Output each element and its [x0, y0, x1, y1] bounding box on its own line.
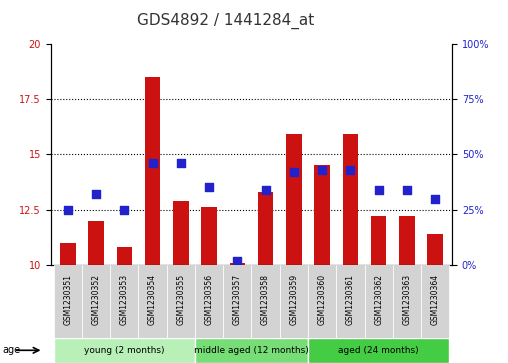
- Point: [64, 207, 72, 212]
- Text: middle aged (12 months): middle aged (12 months): [194, 346, 309, 355]
- Bar: [308, 265, 336, 338]
- Bar: [314, 165, 330, 265]
- Bar: [110, 265, 138, 338]
- Point: [205, 184, 213, 190]
- Bar: [308, 338, 449, 363]
- Point: [120, 207, 129, 212]
- Text: GSM1230355: GSM1230355: [176, 274, 185, 325]
- Bar: [371, 216, 387, 265]
- Point: [403, 187, 411, 193]
- Point: [346, 167, 355, 173]
- Point: [177, 160, 185, 166]
- Bar: [82, 265, 110, 338]
- Bar: [251, 265, 280, 338]
- Text: GSM1230358: GSM1230358: [261, 274, 270, 325]
- Text: young (2 months): young (2 months): [84, 346, 165, 355]
- Bar: [223, 265, 251, 338]
- Bar: [230, 263, 245, 265]
- Bar: [88, 221, 104, 265]
- Point: [318, 167, 326, 173]
- Bar: [342, 134, 358, 265]
- Bar: [54, 265, 82, 338]
- Point: [233, 258, 241, 264]
- Bar: [167, 265, 195, 338]
- Text: aged (24 months): aged (24 months): [338, 346, 419, 355]
- Text: GSM1230361: GSM1230361: [346, 274, 355, 325]
- Text: GSM1230354: GSM1230354: [148, 274, 157, 325]
- Point: [92, 191, 100, 197]
- Bar: [195, 265, 223, 338]
- Text: age: age: [3, 345, 21, 355]
- Bar: [393, 265, 421, 338]
- Point: [431, 196, 439, 201]
- Bar: [336, 265, 365, 338]
- Bar: [280, 265, 308, 338]
- Bar: [54, 338, 195, 363]
- Point: [374, 187, 383, 193]
- Bar: [365, 265, 393, 338]
- Text: GSM1230351: GSM1230351: [64, 274, 72, 325]
- Bar: [427, 234, 443, 265]
- Text: GDS4892 / 1441284_at: GDS4892 / 1441284_at: [138, 13, 314, 29]
- Point: [290, 169, 298, 175]
- Text: GSM1230353: GSM1230353: [120, 274, 129, 325]
- Bar: [201, 207, 217, 265]
- Bar: [286, 134, 302, 265]
- Bar: [421, 265, 449, 338]
- Text: GSM1230359: GSM1230359: [290, 274, 298, 325]
- Text: GSM1230352: GSM1230352: [91, 274, 101, 325]
- Bar: [116, 247, 132, 265]
- Text: GSM1230362: GSM1230362: [374, 274, 383, 325]
- Text: GSM1230363: GSM1230363: [402, 274, 411, 325]
- Bar: [258, 192, 273, 265]
- Bar: [399, 216, 415, 265]
- Point: [148, 160, 156, 166]
- Text: GSM1230357: GSM1230357: [233, 274, 242, 325]
- Bar: [195, 338, 308, 363]
- Text: GSM1230364: GSM1230364: [431, 274, 439, 325]
- Point: [262, 187, 270, 193]
- Text: GSM1230360: GSM1230360: [318, 274, 327, 325]
- Bar: [60, 243, 76, 265]
- Bar: [145, 77, 161, 265]
- Bar: [173, 201, 188, 265]
- Text: GSM1230356: GSM1230356: [205, 274, 213, 325]
- Bar: [138, 265, 167, 338]
